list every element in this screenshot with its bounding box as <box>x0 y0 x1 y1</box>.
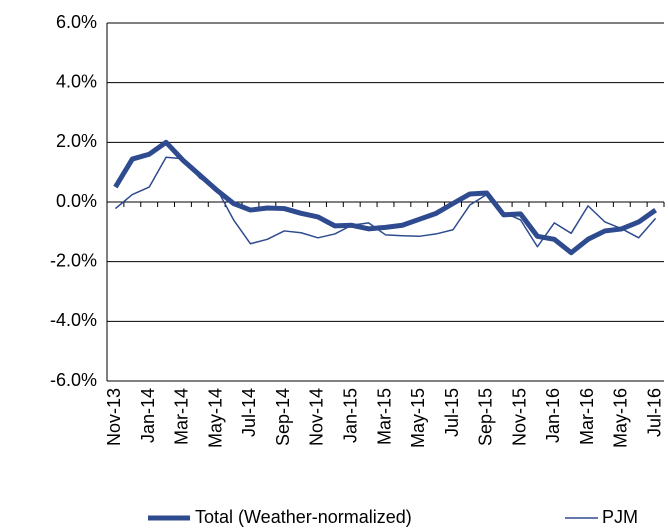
x-tick-label: Jan-14 <box>138 388 158 443</box>
series-line <box>113 139 658 256</box>
y-tick-label: -4.0% <box>50 310 97 330</box>
x-tick-label: Nov-14 <box>307 388 327 446</box>
legend-label: Total (Weather-normalized) <box>195 507 412 527</box>
y-tick-label: 0.0% <box>56 191 97 211</box>
x-tick-label: Nov-13 <box>104 388 124 446</box>
x-tick-label: Mar-16 <box>577 388 597 445</box>
y-tick-label: 4.0% <box>56 71 97 91</box>
x-tick-label: Jul-15 <box>442 388 462 437</box>
x-tick-label: Sep-15 <box>476 388 496 446</box>
y-tick-label: 6.0% <box>56 12 97 32</box>
x-tick-label: May-16 <box>611 388 631 448</box>
y-tick-label: -2.0% <box>50 250 97 270</box>
x-tick-label: Jan-15 <box>340 388 360 443</box>
x-tick-label: Mar-14 <box>172 388 192 445</box>
x-tick-label: Sep-14 <box>273 388 293 446</box>
x-tick-label: May-15 <box>408 388 428 448</box>
x-tick-label: Nov-15 <box>509 388 529 446</box>
x-tick-label: Jan-16 <box>543 388 563 443</box>
y-tick-label: 2.0% <box>56 131 97 151</box>
series-line <box>114 156 657 248</box>
x-tick-label: Jul-14 <box>239 388 259 437</box>
y-tick-label: -6.0% <box>50 370 97 390</box>
x-tick-label: Mar-15 <box>374 388 394 445</box>
x-tick-label: May-14 <box>205 388 225 448</box>
x-tick-label: Jul-16 <box>644 388 664 437</box>
legend-label: PJM <box>602 507 638 527</box>
